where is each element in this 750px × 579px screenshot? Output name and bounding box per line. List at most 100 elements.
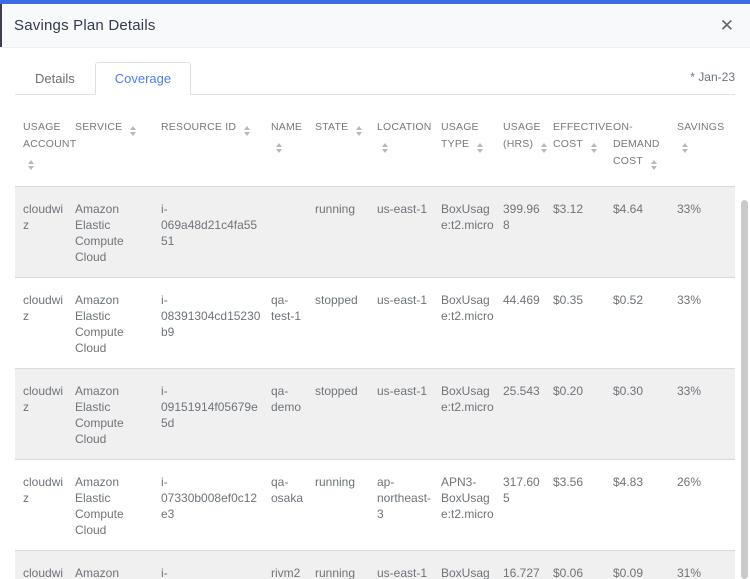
cell-usage-account: cloudwiz (23, 384, 64, 414)
tab-details[interactable]: Details (35, 71, 75, 86)
cell-effective-cost: $3.12 (553, 202, 584, 216)
sort-icon (650, 160, 657, 170)
cell-effective-cost: $0.20 (553, 384, 584, 398)
cell-resource-id: i-08391304cd15230b9 (161, 293, 261, 339)
cell-savings: 26% (677, 475, 702, 489)
sort-icon (590, 143, 597, 153)
column-header-on-demand-cost[interactable]: ON-DEMAND COST (613, 105, 677, 187)
cell-usage-account: cloudwiz (23, 475, 64, 505)
column-header-savings[interactable]: SAVINGS (677, 105, 735, 187)
coverage-table: USAGE ACCOUNT SERVICE RESOURCE ID NAME S… (15, 105, 735, 579)
column-header-usage-type[interactable]: USAGE TYPE (441, 105, 503, 187)
column-label: ON-DEMAND COST (613, 121, 660, 167)
cell-savings: 33% (677, 293, 702, 307)
cell-savings: 31% (677, 566, 702, 579)
cell-effective-cost: $0.35 (553, 293, 584, 307)
cell-usage-hrs: 16.727 (503, 566, 540, 579)
column-label: SAVINGS (677, 121, 725, 133)
close-icon[interactable]: ✕ (719, 16, 734, 35)
cell-usage-type: BoxUsage:t2.micro (441, 293, 494, 323)
cell-resource-id: i-08291f2484ae8db33 (161, 566, 168, 579)
cell-on-demand-cost: $0.09 (613, 566, 644, 579)
sort-icon (541, 143, 548, 153)
window-edge (0, 4, 2, 47)
column-label: RESOURCE ID (161, 121, 237, 133)
cell-savings: 33% (677, 202, 702, 216)
cell-on-demand-cost: $0.52 (613, 293, 644, 307)
cell-usage-account: cloudwiz (23, 293, 64, 323)
modal-header: Savings Plan Details ✕ (0, 4, 750, 48)
cell-location: us-east-1 (377, 566, 428, 579)
column-header-usage-hrs[interactable]: USAGE (HRS) (503, 105, 553, 187)
table-row: cloudwiz Amazon Elastic Compute Cloud i-08… (15, 277, 735, 369)
cell-usage-hrs: 44.469 (503, 293, 540, 307)
cell-state: stopped (315, 384, 358, 398)
cell-service: Amazon Elastic Compute Cloud (75, 384, 124, 446)
cell-resource-id: i-069a48d21c4fa5551 (161, 202, 258, 248)
tab-coverage[interactable]: Coverage (94, 62, 192, 95)
cell-usage-type: BoxUsage:t2.micro (441, 384, 494, 414)
cell-service: Amazon Elastic Compute Cloud (75, 293, 124, 355)
cell-name (271, 187, 315, 278)
cell-location: ap-northeast-3 (377, 475, 432, 521)
sort-icon (356, 126, 363, 136)
table-header-row: USAGE ACCOUNT SERVICE RESOURCE ID NAME S… (15, 105, 735, 187)
cell-state: running (315, 566, 356, 579)
cell-usage-type: BoxUsage:t3.nano (441, 566, 490, 579)
column-label: USAGE TYPE (441, 121, 479, 150)
cell-usage-account: cloudwiz (23, 202, 64, 232)
cell-effective-cost: $0.06 (553, 566, 584, 579)
column-label: LOCATION (377, 121, 432, 133)
cell-usage-type: APN3-BoxUsage:t2.micro (441, 475, 494, 521)
table-row: cloudwiz Amazon Elastic Compute Cloud i-09… (15, 368, 735, 460)
column-header-resource-id[interactable]: RESOURCE ID (161, 105, 271, 187)
cell-usage-account: cloudwiz (23, 566, 64, 579)
column-header-name[interactable]: NAME (271, 105, 315, 187)
cell-location: us-east-1 (377, 202, 428, 216)
column-header-state[interactable]: STATE (315, 105, 377, 187)
column-label: STATE (315, 121, 349, 133)
column-label: SERVICE (75, 121, 123, 133)
column-header-usage-account[interactable]: USAGE ACCOUNT (15, 105, 77, 187)
table-row: cloudwiz Amazon Elastic Compute Cloud i-08… (15, 550, 735, 579)
cell-name: qa-demo (271, 384, 302, 414)
sort-icon (477, 143, 484, 153)
cell-location: us-east-1 (377, 293, 428, 307)
modal-title: Savings Plan Details (14, 17, 156, 34)
cell-service: Amazon Elastic Compute Cloud (75, 202, 124, 264)
top-accent-bar (0, 0, 750, 4)
period-label: * Jan-23 (690, 70, 735, 84)
sort-icon (244, 126, 251, 136)
cell-name: rivm2 (271, 566, 301, 579)
column-header-effective-cost[interactable]: EFFECTIVE COST (553, 105, 613, 187)
cell-on-demand-cost: $4.83 (613, 475, 644, 489)
sort-icon (382, 143, 388, 153)
cell-location: us-east-1 (377, 384, 428, 398)
cell-service: Amazon Elastic Compute Cloud (75, 566, 120, 579)
cell-on-demand-cost: $0.30 (613, 384, 644, 398)
sort-icon (682, 143, 688, 153)
cell-resource-id: i-07330b008ef0c12e3 (161, 475, 258, 521)
vertical-scrollbar-thumb[interactable] (741, 200, 748, 579)
cell-name: qa-osaka (271, 475, 304, 505)
column-label: NAME (271, 121, 303, 133)
cell-usage-hrs: 399.968 (503, 202, 540, 232)
column-label: USAGE (HRS) (503, 121, 541, 150)
cell-effective-cost: $3.56 (553, 475, 584, 489)
sort-icon (28, 160, 34, 170)
sort-icon (130, 126, 137, 136)
modal-body: Details Coverage * Jan-23 USAGE ACCOUNT … (0, 62, 750, 579)
table-row: cloudwiz Amazon Elastic Compute Cloud i-06… (15, 186, 735, 278)
cell-usage-hrs: 317.605 (503, 475, 540, 505)
cell-state: running (315, 202, 356, 216)
cell-state: running (315, 475, 356, 489)
column-header-location[interactable]: LOCATION (377, 105, 441, 187)
column-label: EFFECTIVE COST (553, 121, 613, 150)
cell-savings: 33% (677, 384, 702, 398)
tab-bar: Details Coverage * Jan-23 (15, 62, 735, 95)
cell-state: stopped (315, 293, 358, 307)
cell-usage-hrs: 25.543 (503, 384, 540, 398)
cell-usage-type: BoxUsage:t2.micro (441, 202, 494, 232)
column-header-service[interactable]: SERVICE (75, 105, 161, 187)
column-label: USAGE ACCOUNT (23, 121, 77, 150)
